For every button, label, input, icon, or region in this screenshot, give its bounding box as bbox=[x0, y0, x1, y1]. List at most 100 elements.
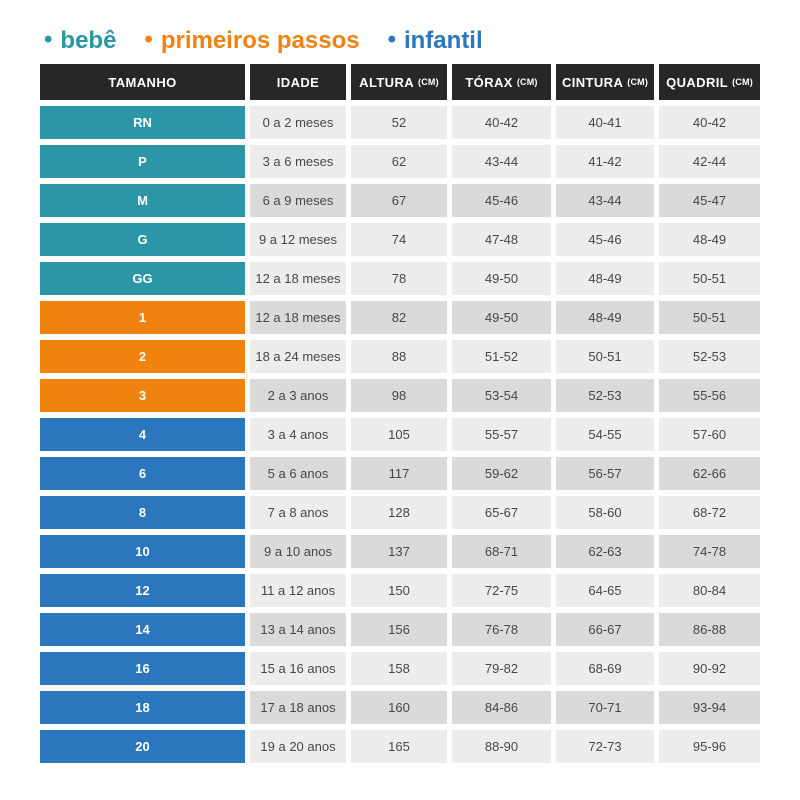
age-cell: 9 a 10 anos bbox=[250, 535, 346, 568]
hip-cell: 68-72 bbox=[659, 496, 760, 529]
age-cell: 6 a 9 meses bbox=[250, 184, 346, 217]
waist-cell: 72-73 bbox=[556, 730, 654, 763]
size-cell: 3 bbox=[40, 379, 245, 412]
age-cell: 11 a 12 anos bbox=[250, 574, 346, 607]
age-cell: 3 a 6 meses bbox=[250, 145, 346, 178]
waist-cell: 64-65 bbox=[556, 574, 654, 607]
hip-cell: 52-53 bbox=[659, 340, 760, 373]
waist-cell: 58-60 bbox=[556, 496, 654, 529]
chest-cell: 55-57 bbox=[452, 418, 551, 451]
header-label: TAMANHO bbox=[108, 74, 177, 90]
waist-cell: 41-42 bbox=[556, 145, 654, 178]
waist-cell: 68-69 bbox=[556, 652, 654, 685]
size-cell: 20 bbox=[40, 730, 245, 763]
hip-cell: 74-78 bbox=[659, 535, 760, 568]
age-cell: 18 a 24 meses bbox=[250, 340, 346, 373]
age-cell: 17 a 18 anos bbox=[250, 691, 346, 724]
waist-cell: 54-55 bbox=[556, 418, 654, 451]
size-cell: 18 bbox=[40, 691, 245, 724]
header-label: ALTURA bbox=[359, 74, 415, 90]
height-cell: 128 bbox=[351, 496, 447, 529]
header-cell-altura: ALTURA (CM) bbox=[351, 64, 447, 100]
age-cell: 13 a 14 anos bbox=[250, 613, 346, 646]
chest-cell: 88-90 bbox=[452, 730, 551, 763]
height-cell: 117 bbox=[351, 457, 447, 490]
age-cell: 15 a 16 anos bbox=[250, 652, 346, 685]
header-cell-torax: TÓRAX (CM) bbox=[452, 64, 551, 100]
height-cell: 156 bbox=[351, 613, 447, 646]
hip-cell: 50-51 bbox=[659, 262, 760, 295]
age-cell: 5 a 6 anos bbox=[250, 457, 346, 490]
height-cell: 137 bbox=[351, 535, 447, 568]
size-cell: 8 bbox=[40, 496, 245, 529]
chest-cell: 47-48 bbox=[452, 223, 551, 256]
waist-cell: 40-41 bbox=[556, 106, 654, 139]
age-cell: 12 a 18 meses bbox=[250, 301, 346, 334]
header-unit: (CM) bbox=[627, 77, 649, 87]
waist-cell: 52-53 bbox=[556, 379, 654, 412]
hip-cell: 62-66 bbox=[659, 457, 760, 490]
size-cell: 6 bbox=[40, 457, 245, 490]
hip-cell: 86-88 bbox=[659, 613, 760, 646]
hip-cell: 50-51 bbox=[659, 301, 760, 334]
height-cell: 165 bbox=[351, 730, 447, 763]
height-cell: 74 bbox=[351, 223, 447, 256]
age-cell: 2 a 3 anos bbox=[250, 379, 346, 412]
hip-cell: 93-94 bbox=[659, 691, 760, 724]
height-cell: 78 bbox=[351, 262, 447, 295]
header-unit: (CM) bbox=[516, 77, 538, 87]
legend-item-infantil: • infantil bbox=[388, 26, 483, 56]
height-cell: 67 bbox=[351, 184, 447, 217]
chest-cell: 65-67 bbox=[452, 496, 551, 529]
chest-cell: 59-62 bbox=[452, 457, 551, 490]
waist-cell: 62-63 bbox=[556, 535, 654, 568]
age-cell: 12 a 18 meses bbox=[250, 262, 346, 295]
header-cell-quadril: QUADRIL (CM) bbox=[659, 64, 760, 100]
chest-cell: 40-42 bbox=[452, 106, 551, 139]
chest-cell: 49-50 bbox=[452, 301, 551, 334]
chest-cell: 76-78 bbox=[452, 613, 551, 646]
height-cell: 150 bbox=[351, 574, 447, 607]
waist-cell: 48-49 bbox=[556, 262, 654, 295]
legend-bullet-icon: • bbox=[44, 26, 53, 53]
waist-cell: 66-67 bbox=[556, 613, 654, 646]
legend-label: infantil bbox=[403, 27, 483, 54]
size-cell: 14 bbox=[40, 613, 245, 646]
hip-cell: 57-60 bbox=[659, 418, 760, 451]
age-cell: 3 a 4 anos bbox=[250, 418, 346, 451]
age-cell: 7 a 8 anos bbox=[250, 496, 346, 529]
hip-cell: 45-47 bbox=[659, 184, 760, 217]
height-cell: 62 bbox=[351, 145, 447, 178]
size-cell: M bbox=[40, 184, 245, 217]
size-table: TAMANHO IDADE ALTURA (CM) TÓRAX (CM) CINTURA (C… bbox=[40, 64, 760, 763]
chest-cell: 68-71 bbox=[452, 535, 551, 568]
waist-cell: 45-46 bbox=[556, 223, 654, 256]
waist-cell: 50-51 bbox=[556, 340, 654, 373]
header-label: CINTURA bbox=[561, 74, 624, 90]
waist-cell: 48-49 bbox=[556, 301, 654, 334]
chest-cell: 53-54 bbox=[452, 379, 551, 412]
height-cell: 98 bbox=[351, 379, 447, 412]
size-cell: G bbox=[40, 223, 245, 256]
chest-cell: 45-46 bbox=[452, 184, 551, 217]
hip-cell: 48-49 bbox=[659, 223, 760, 256]
size-cell: 2 bbox=[40, 340, 245, 373]
header-unit: (CM) bbox=[732, 77, 753, 87]
height-cell: 88 bbox=[351, 340, 447, 373]
size-cell: 16 bbox=[40, 652, 245, 685]
legend-label: primeiros passos bbox=[160, 27, 360, 54]
legend-bullet-icon: • bbox=[144, 26, 153, 53]
height-cell: 82 bbox=[351, 301, 447, 334]
hip-cell: 40-42 bbox=[659, 106, 760, 139]
chest-cell: 43-44 bbox=[452, 145, 551, 178]
size-cell: 10 bbox=[40, 535, 245, 568]
legend: • bebê • primeiros passos • infantil bbox=[44, 26, 483, 56]
size-cell: GG bbox=[40, 262, 245, 295]
legend-item-primeiros-passos: • primeiros passos bbox=[144, 26, 359, 56]
height-cell: 52 bbox=[351, 106, 447, 139]
size-cell: RN bbox=[40, 106, 245, 139]
header-unit: (CM) bbox=[418, 77, 439, 87]
size-cell: 12 bbox=[40, 574, 245, 607]
hip-cell: 42-44 bbox=[659, 145, 760, 178]
hip-cell: 95-96 bbox=[659, 730, 760, 763]
